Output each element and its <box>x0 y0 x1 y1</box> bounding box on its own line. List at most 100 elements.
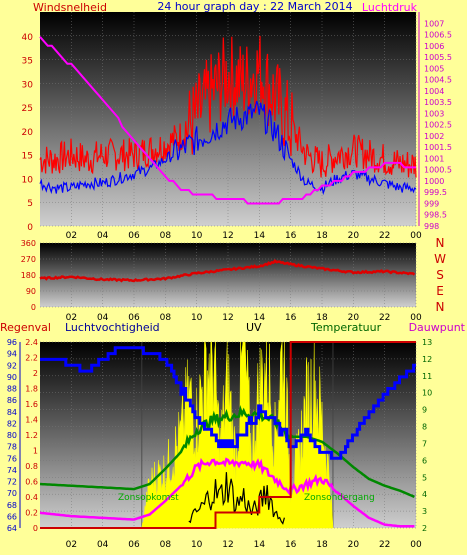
rain-tick-label: 1.2 <box>25 431 38 440</box>
time-tick-label: 18 <box>316 231 328 241</box>
wind-tick-label: 20 <box>22 128 34 138</box>
time-tick-label: 00 <box>410 231 422 241</box>
time-tick-label: 20 <box>348 231 360 241</box>
time-tick-label: 20 <box>348 313 360 323</box>
dewpoint-line <box>39 457 415 528</box>
temperature-tick-label: 9 <box>422 406 427 415</box>
temperature-tick-label: 11 <box>422 372 432 381</box>
wind-speed-line <box>39 100 417 196</box>
time-tick-label: 10 <box>191 540 203 550</box>
time-tick-label: 18 <box>316 540 328 550</box>
sunrise-label: Zonsopkomst <box>118 493 179 503</box>
temperature-tick-label: 12 <box>422 355 432 364</box>
time-tick-label: 16 <box>285 231 297 241</box>
wind-tick-label: 0 <box>27 223 33 233</box>
rain-tick-label: 2 <box>33 369 38 378</box>
temperature-tick-label: 8 <box>422 423 427 432</box>
sunset-label: Zonsondergang <box>304 493 375 503</box>
time-tick-label: 14 <box>254 540 266 550</box>
pressure-tick-label: 1002.5 <box>424 121 452 130</box>
humidity-tick-label: 80 <box>7 431 17 440</box>
time-tick-label: 04 <box>97 540 109 550</box>
chart-title: 24 hour graph day : 22 March 2014 <box>157 0 352 13</box>
time-tick-label: 08 <box>160 231 172 241</box>
rain-tick-label: 0.2 <box>25 509 38 518</box>
pressure-tick-label: 998.5 <box>424 211 447 220</box>
humidity-tick-label: 94 <box>7 350 17 359</box>
pressure-tick-label: 1006 <box>424 42 444 51</box>
wind-tick-label: 10 <box>22 175 34 185</box>
pressure-tick-label: 1003 <box>424 109 444 118</box>
pressure-tick-label: 998 <box>424 222 439 231</box>
pressure-line <box>39 36 416 205</box>
pressure-tick-label: 1004.5 <box>424 76 452 85</box>
dewpoint-axis-title: Dauwpunt <box>409 321 466 334</box>
pressure-tick-label: 1001 <box>424 154 444 163</box>
compass-letter: N <box>436 300 445 314</box>
time-tick-label: 06 <box>128 231 140 241</box>
direction-tick-label: 90 <box>26 287 36 296</box>
rain-axis-title: Regenval <box>0 321 51 334</box>
wind-tick-label: 35 <box>22 57 33 67</box>
temperature-tick-label: 7 <box>422 439 427 448</box>
wind-gust-line <box>39 35 417 178</box>
time-tick-label: 02 <box>66 540 77 550</box>
humidity-tick-label: 86 <box>7 396 17 405</box>
rain-tick-label: 2.4 <box>25 338 38 347</box>
pressure-tick-label: 1004 <box>424 87 444 96</box>
humidity-tick-label: 70 <box>7 489 17 498</box>
humidity-tick-label: 72 <box>7 478 17 487</box>
temperature-tick-label: 10 <box>422 389 432 398</box>
humidity-tick-label: 66 <box>7 512 17 521</box>
wind-tick-label: 40 <box>22 33 34 43</box>
time-tick-label: 00 <box>410 313 422 323</box>
rain-tick-label: 1.6 <box>25 400 38 409</box>
atmosphere-panel: 00.20.40.60.811.21.41.61.822.22.46466687… <box>0 321 466 550</box>
compass-letter: S <box>436 268 444 282</box>
pressure-tick-label: 1000.5 <box>424 166 452 175</box>
humidity-tick-label: 78 <box>7 443 17 452</box>
humidity-tick-label: 88 <box>7 385 17 394</box>
rain-total-line <box>40 341 416 529</box>
humidity-line <box>40 346 416 460</box>
pressure-tick-label: 1001.5 <box>424 143 452 152</box>
pressure-tick-label: 1005.5 <box>424 53 452 62</box>
time-tick-label: 00 <box>410 540 422 550</box>
rain-tick-label: 0.6 <box>25 478 38 487</box>
wind-axis-title: Windsnelheid <box>33 1 107 14</box>
time-tick-label: 08 <box>160 313 172 323</box>
time-tick-label: 06 <box>128 540 140 550</box>
pressure-tick-label: 1005 <box>424 64 444 73</box>
direction-tick-label: 0 <box>31 303 36 312</box>
pressure-tick-label: 1002 <box>424 132 444 141</box>
temperature-tick-label: 3 <box>422 507 427 516</box>
humidity-axis-title: Luchtvochtigheid <box>65 321 160 334</box>
time-tick-label: 04 <box>97 231 109 241</box>
time-tick-label: 18 <box>316 313 328 323</box>
time-tick-label: 06 <box>128 313 140 323</box>
time-tick-label: 08 <box>160 540 172 550</box>
wind-tick-label: 5 <box>27 199 33 209</box>
humidity-tick-label: 74 <box>7 466 17 475</box>
rain-tick-label: 1.8 <box>25 385 38 394</box>
direction-tick-label: 360 <box>21 239 36 248</box>
time-tick-label: 04 <box>97 313 109 323</box>
time-tick-label: 22 <box>379 313 390 323</box>
wind-tick-label: 15 <box>22 152 33 162</box>
time-tick-label: 12 <box>222 231 233 241</box>
temperature-tick-label: 13 <box>422 338 432 347</box>
temperature-tick-label: 4 <box>422 490 427 499</box>
compass-letter: E <box>436 284 444 298</box>
pressure-axis-title: Luchtdruk <box>362 1 418 14</box>
temperature-line <box>39 404 415 499</box>
time-tick-label: 10 <box>191 231 203 241</box>
pressure-tick-label: 1007 <box>424 19 444 28</box>
solar-radiation-area <box>141 341 334 529</box>
rain-tick-label: 0.4 <box>25 493 38 502</box>
direction-tick-label: 180 <box>21 271 36 280</box>
time-tick-label: 16 <box>285 313 297 323</box>
rain-tick-label: 0.8 <box>25 462 38 471</box>
